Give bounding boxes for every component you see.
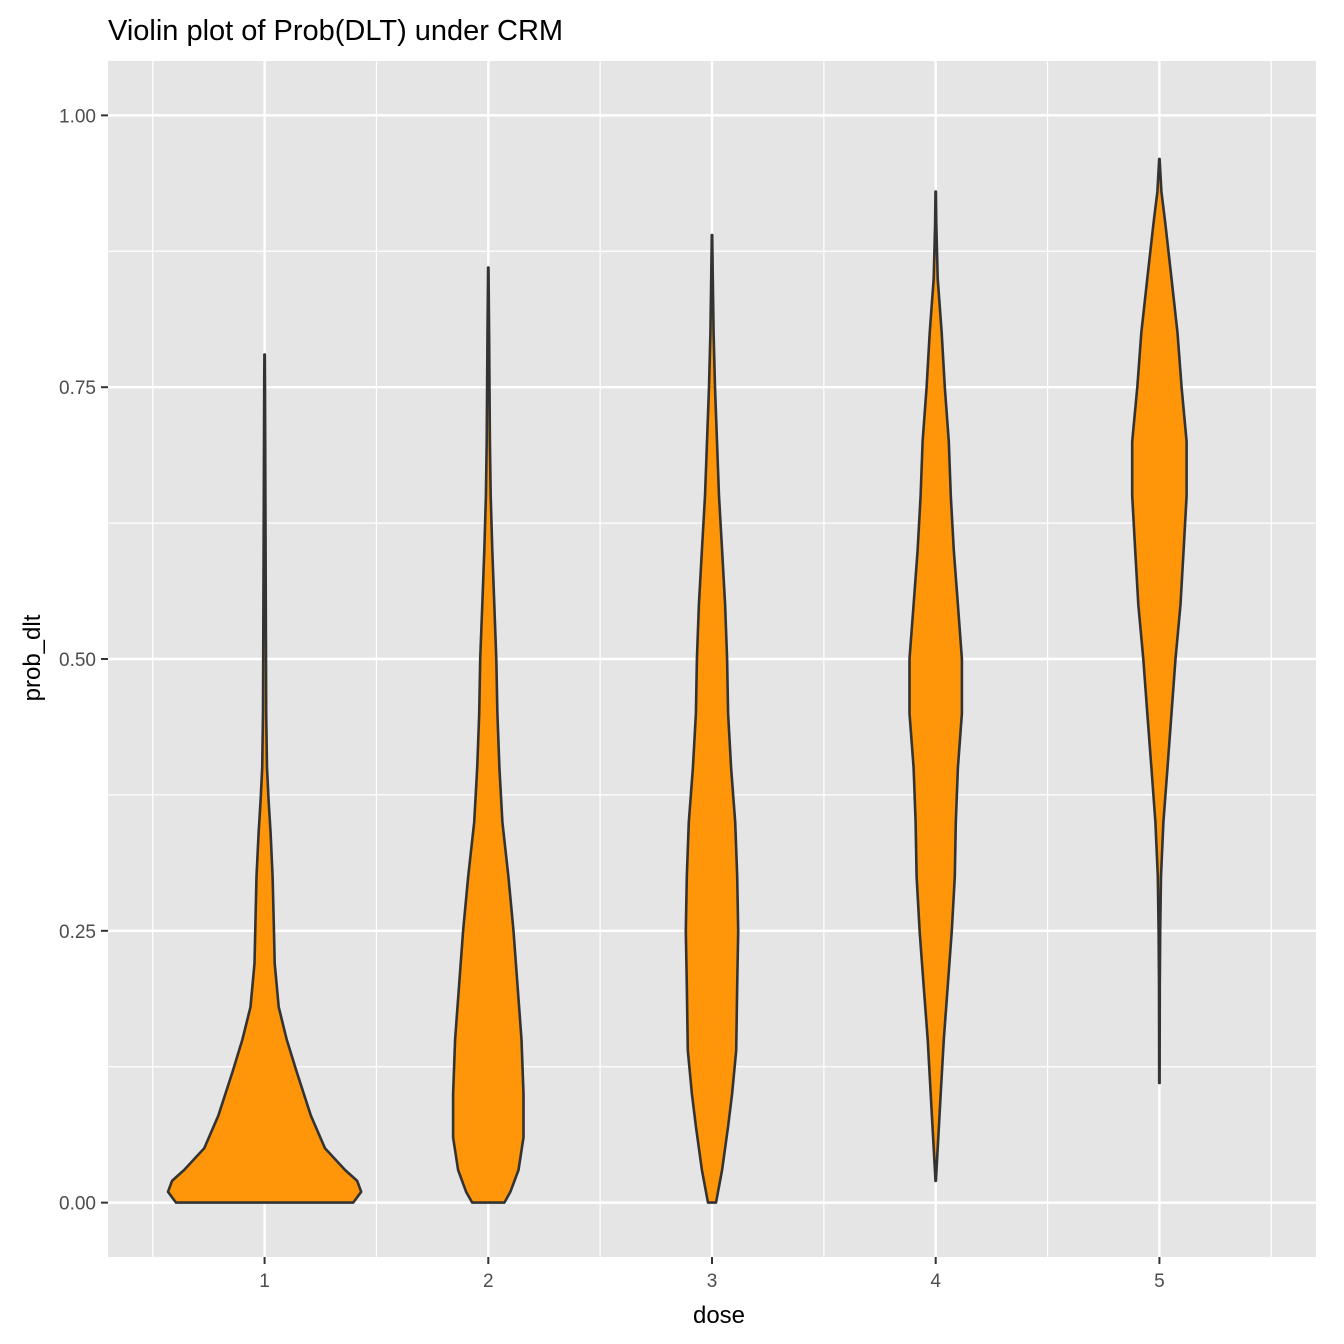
- x-axis-title: dose: [693, 1302, 745, 1329]
- y-tick-label: 1.00: [59, 106, 96, 127]
- violin-dose-5: [1130, 157, 1188, 1085]
- violin-dose-4: [908, 190, 964, 1183]
- x-tick-label: 5: [1154, 1271, 1165, 1292]
- x-axis: 1 2 3 4 5: [259, 1257, 1165, 1292]
- y-tick-label: 0.25: [59, 922, 96, 943]
- x-tick-label: 4: [930, 1271, 941, 1292]
- y-tick-label: 0.50: [59, 650, 96, 671]
- violin-dose-2: [451, 266, 525, 1204]
- y-tick-label: 0.00: [59, 1194, 96, 1215]
- violin-dose-3: [684, 233, 740, 1204]
- x-tick-label: 3: [707, 1271, 718, 1292]
- x-tick-label: 1: [259, 1271, 270, 1292]
- chart-title: Violin plot of Prob(DLT) under CRM: [108, 15, 563, 47]
- y-axis-title: prob_dlt: [19, 614, 46, 701]
- violin-dose-1: [166, 353, 363, 1204]
- y-tick-label: 0.75: [59, 378, 96, 399]
- y-axis: 0.00 0.25 0.50 0.75 1.00: [59, 106, 108, 1215]
- violins: [166, 157, 1188, 1204]
- x-tick-label: 2: [483, 1271, 494, 1292]
